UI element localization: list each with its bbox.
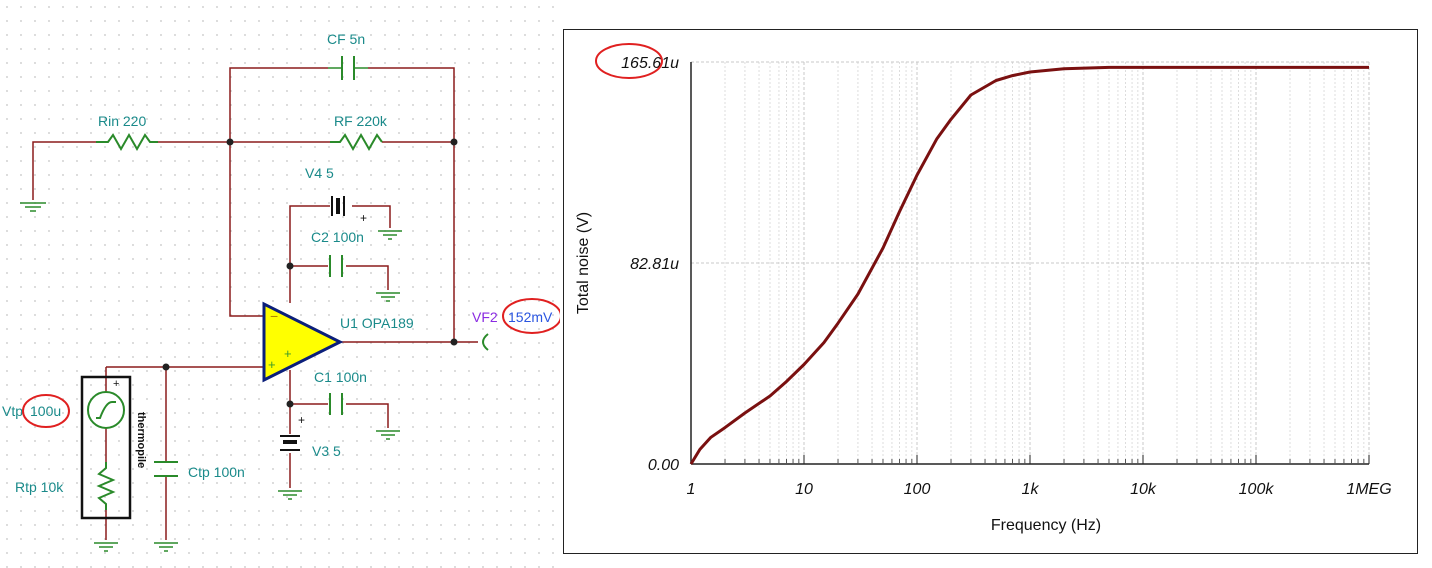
opamp-u1[interactable]: − + + [262,301,344,383]
x-axis-title: Frequency (Hz) [991,517,1101,534]
c2-label: C2 100n [311,229,364,245]
junction-dots [162,138,458,408]
y-tick-label: 165.61u [621,55,679,72]
rf-resistor[interactable] [330,132,383,152]
ctp-label: Ctp 100n [188,464,245,480]
thermopile-box[interactable]: + [80,375,132,520]
vtp-highlight-ellipse [22,394,70,428]
schematic-diagram[interactable]: + + − + + + [0,0,560,568]
schematic-canvas[interactable]: + + − + + + [0,0,560,568]
rin-resistor[interactable] [96,132,158,152]
vf2-probe-value: 152mV [508,309,553,325]
ctp-capacitor[interactable] [154,461,178,477]
vtp-name-label: Vtp [2,403,23,419]
cf-label: CF 5n [327,31,365,47]
rf-label: RF 220k [334,113,388,129]
svg-text:+: + [284,346,292,361]
rin-label: Rin 220 [98,113,146,129]
v3-battery[interactable]: + [280,413,305,451]
svg-text:−: − [270,308,278,324]
x-tick-label: 100k [1239,481,1275,498]
vf2-connector[interactable] [482,333,489,351]
x-tick-label: 1 [687,481,696,498]
vf2-probe-name: VF2 [472,309,498,325]
ground-symbols [20,202,402,552]
svg-text:+: + [360,211,367,225]
svg-text:+: + [113,378,119,390]
noise-chart[interactable]: 1 10 100 1k 10k 100k 1MEG 0.00 82.81u 165.61u Fr… [564,30,1419,555]
series-line [689,65,1369,465]
c1-capacitor[interactable] [329,393,343,415]
ymax-highlight-ellipse [595,43,663,79]
wires [32,67,478,540]
x-tick-label: 10 [795,481,813,498]
u1-label: U1 OPA189 [340,315,414,331]
y-tick-label: 0.00 [648,457,679,474]
noise-chart-panel[interactable]: 1 10 100 1k 10k 100k 1MEG 0.00 82.81u 165.61u Fr… [563,29,1418,554]
x-ticks [690,455,1370,464]
x-tick-label: 1k [1022,481,1040,498]
vf2-highlight-ellipse [502,298,560,334]
c1-label: C1 100n [314,369,367,385]
c2-capacitor[interactable] [329,255,343,277]
cf-capacitor[interactable] [328,56,368,80]
vtp-value-label: 100u [30,403,61,419]
x-tick-label: 100 [904,481,931,498]
series-group [689,65,1369,465]
svg-text:+: + [268,357,276,372]
v3-label: V3 5 [312,443,341,459]
v4-battery[interactable]: + [331,196,367,225]
y-axis-title: Total noise (V) [575,212,592,314]
rtp-label: Rtp 10k [15,479,64,495]
y-tick-label: 82.81u [630,256,679,273]
x-tick-label: 1MEG [1346,481,1391,498]
svg-text:+: + [298,413,305,427]
v4-label: V4 5 [305,165,334,181]
x-tick-labels: 1 10 100 1k 10k 100k 1MEG [687,481,1392,498]
y-tick-labels: 0.00 82.81u 165.61u [621,55,679,474]
thermopile-label: thermopile [135,412,147,468]
x-tick-label: 10k [1130,481,1157,498]
